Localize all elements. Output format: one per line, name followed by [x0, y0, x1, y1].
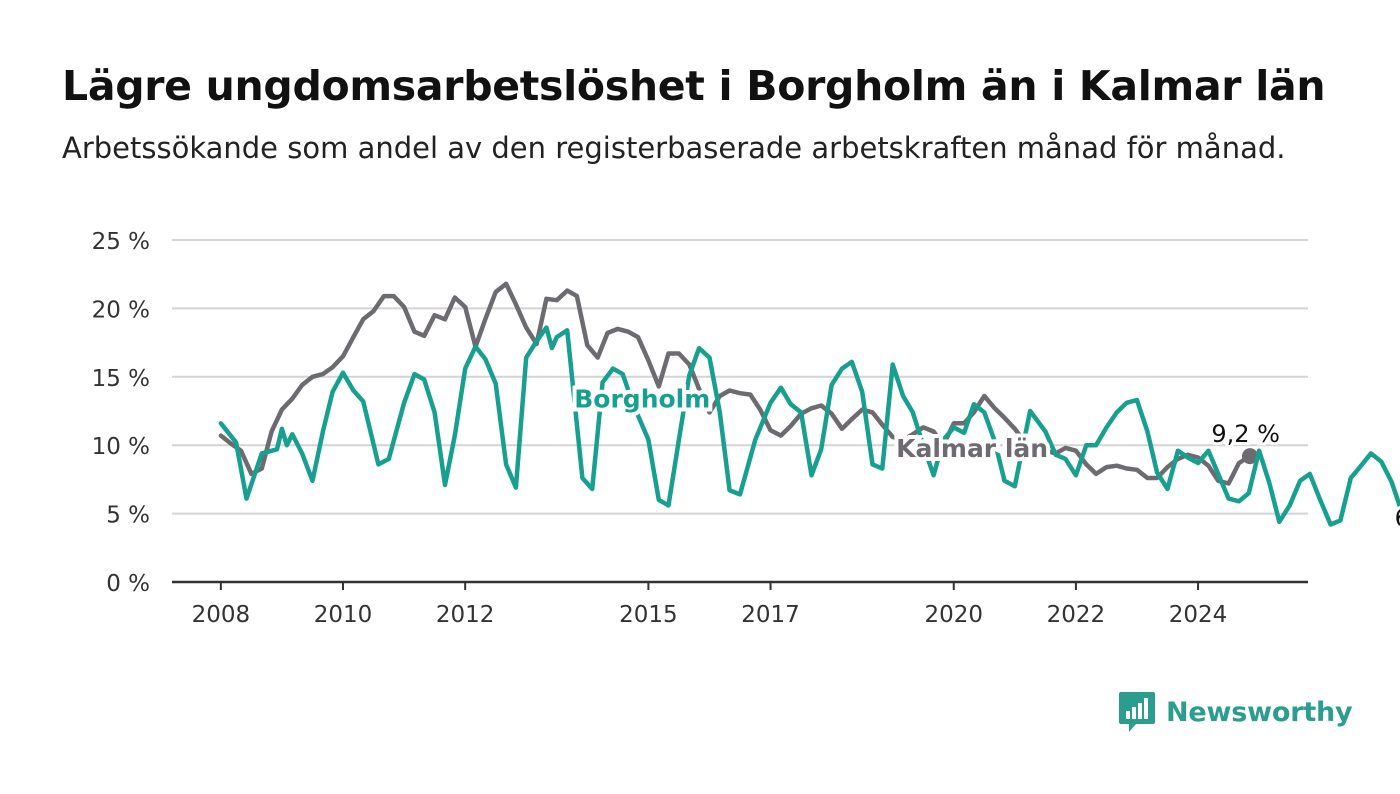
x-tick-label: 2012 — [436, 602, 495, 628]
series-line-kalmar — [218, 281, 1253, 486]
x-tick-label: 2020 — [924, 602, 983, 628]
y-tick-label: 5 % — [106, 503, 150, 529]
logo-text: Newsworthy — [1166, 696, 1353, 728]
end-value-label-borgholm: 6,3 % — [1395, 504, 1400, 532]
x-tick-label: 2017 — [741, 602, 800, 628]
newsworthy-chart-bubble-icon — [1119, 692, 1155, 732]
inline-series-label: Borgholm — [574, 385, 710, 414]
inline-series-label: Kalmar län — [896, 434, 1048, 463]
gridlines — [172, 239, 1308, 515]
x-tick-label: 2010 — [314, 602, 373, 628]
chart-subtitle: Arbetssökande som andel av den registerb… — [62, 131, 1286, 165]
newsworthy-logo[interactable]: Newsworthy — [1118, 690, 1353, 734]
chart-title: Lägre ungdomsarbetslöshet i Borgholm än … — [62, 62, 1326, 110]
end-value-label-kalmar: 9,2 % — [1211, 420, 1280, 448]
y-axis: 0 % 5 % 10 % 15 % 20 % 25 % — [92, 229, 150, 597]
x-tick-label: 2024 — [1169, 602, 1228, 628]
x-tick-label: 2022 — [1047, 602, 1106, 628]
y-tick-label: 25 % — [92, 229, 150, 255]
x-tick-label: 2015 — [619, 602, 678, 628]
y-tick-label: 20 % — [92, 297, 150, 323]
y-tick-label: 10 % — [92, 434, 150, 460]
y-tick-label: 15 % — [92, 366, 150, 392]
y-tick-label: 0 % — [106, 571, 150, 597]
series-end-dot-kalmar — [1241, 448, 1258, 465]
x-tick-label: 2008 — [192, 602, 251, 628]
series-labels: 9,2 % 6,3 % Borgholm Kalmar län — [570, 381, 1400, 535]
series-lines — [218, 281, 1400, 527]
series-line-borgholm — [218, 325, 1400, 527]
x-axis: 2008 2010 2012 2015 2017 2020 2022 2024 — [172, 580, 1308, 628]
